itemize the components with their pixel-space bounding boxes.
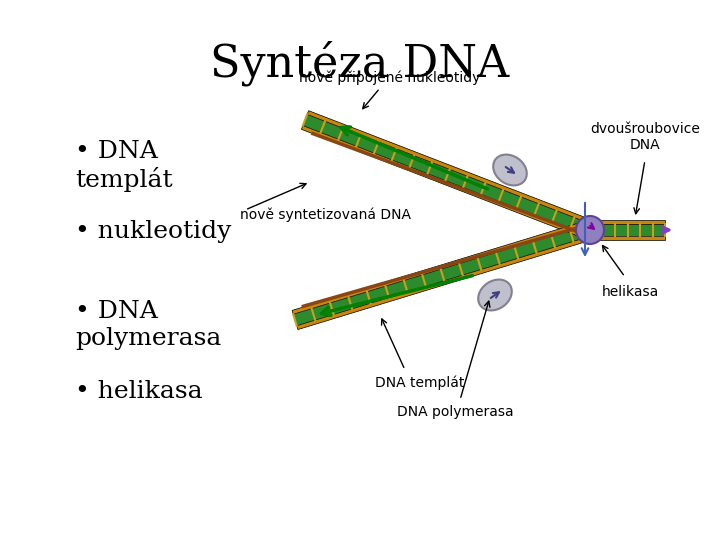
Text: nově syntetizovaná DNA: nově syntetizovaná DNA [240,208,411,222]
Text: DNA polymerasa: DNA polymerasa [397,405,513,419]
Text: helikasa: helikasa [601,285,659,299]
Polygon shape [590,220,665,224]
Text: • nukleotidy: • nukleotidy [75,220,231,243]
Polygon shape [293,224,592,326]
Text: dvoušroubovice
DNA: dvoušroubovice DNA [590,122,700,152]
Polygon shape [590,236,665,240]
Polygon shape [297,236,593,329]
Ellipse shape [576,216,604,244]
Text: nově připojené nukleotidy: nově připojené nukleotidy [300,71,481,85]
Ellipse shape [478,280,512,310]
Polygon shape [302,126,588,239]
Polygon shape [292,220,588,314]
Polygon shape [590,224,665,236]
Text: Syntéza DNA: Syntéza DNA [210,40,510,85]
Text: • helikasa: • helikasa [75,380,202,403]
Polygon shape [303,114,592,235]
Text: DNA templát: DNA templát [375,375,464,389]
Polygon shape [307,111,593,225]
Text: • DNA
templát: • DNA templát [75,140,173,192]
Text: • DNA
polymerasa: • DNA polymerasa [75,300,221,349]
Ellipse shape [493,154,527,185]
